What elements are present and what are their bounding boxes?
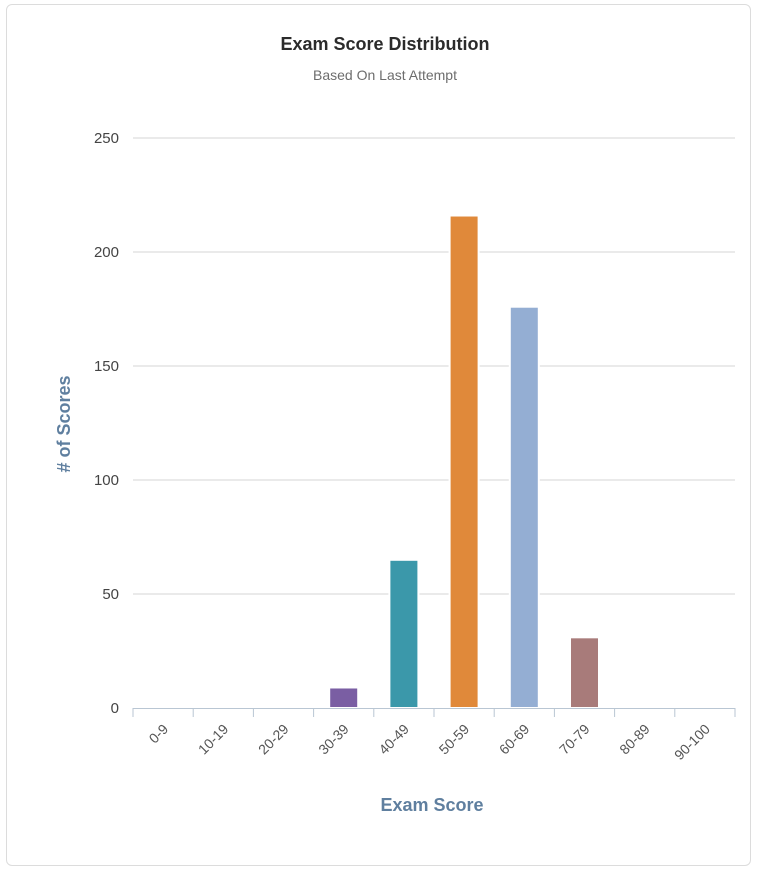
- bar-30-39[interactable]: [328, 686, 360, 709]
- y-tick-label: 150: [94, 358, 119, 375]
- chart-title: Exam Score Distribution: [280, 34, 489, 54]
- x-tick-label: 60-69: [496, 721, 533, 758]
- y-tick-label: 250: [94, 130, 119, 147]
- x-tick-label: 20-29: [255, 721, 292, 758]
- x-tick-label: 90-100: [671, 721, 713, 763]
- x-tick-label: 0-9: [146, 721, 172, 747]
- x-tick-label: 50-59: [436, 721, 473, 758]
- y-tick-label: 0: [111, 700, 119, 717]
- gridlines: [133, 137, 735, 595]
- bar-50-59[interactable]: [448, 214, 480, 710]
- bar-40-49[interactable]: [388, 558, 420, 709]
- y-axis-ticks: 0 50 100 150 200 250: [94, 130, 119, 717]
- y-tick-label: 50: [102, 586, 119, 603]
- x-tick-label: 30-39: [315, 721, 352, 758]
- x-tick-label: 10-19: [195, 721, 232, 758]
- chart-subtitle: Based On Last Attempt: [313, 67, 457, 83]
- x-tick-label: 40-49: [375, 721, 412, 758]
- x-tick-label: 70-79: [556, 721, 593, 758]
- x-axis: 0-9 10-19 20-29 30-39 40-49 50-59 60-69 70-79 80…: [132, 708, 736, 763]
- y-tick-label: 100: [94, 472, 119, 489]
- x-axis-title: Exam Score: [380, 795, 483, 815]
- chart-card: [6, 4, 751, 866]
- bar-70-79[interactable]: [569, 636, 600, 710]
- y-tick-label: 200: [94, 244, 119, 261]
- y-axis-title: # of Scores: [54, 375, 74, 472]
- bar-60-69[interactable]: [508, 305, 540, 709]
- x-tick-label: 80-89: [616, 721, 653, 758]
- bars: [328, 214, 600, 710]
